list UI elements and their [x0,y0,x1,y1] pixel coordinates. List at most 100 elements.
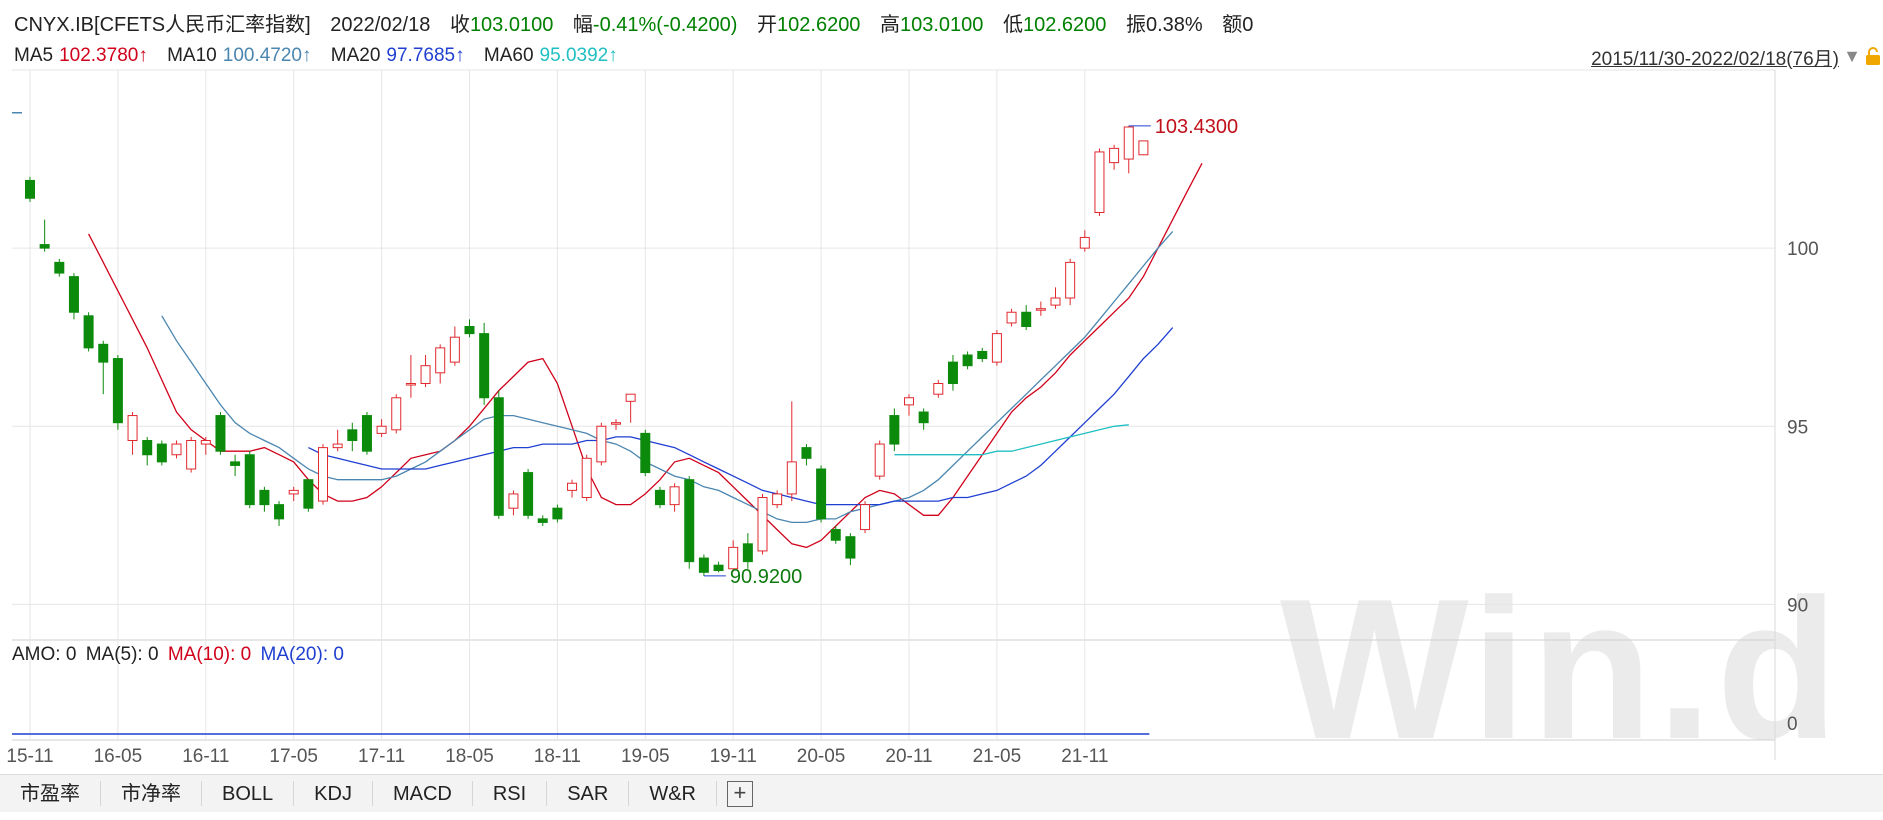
candle [25,176,35,202]
amo-label: AMO: 0 [12,644,77,665]
candle [200,436,211,455]
tab-kdj[interactable]: KDJ [314,783,352,805]
tab-wr[interactable]: W&R [649,783,696,805]
candle [889,408,900,452]
amplitude-value: 0.38% [1145,14,1203,36]
candle [581,454,592,502]
tab-pb[interactable]: 市净率 [121,783,181,805]
high-quote: 高103.0100 [880,14,983,36]
candle [186,436,197,473]
x-tick-label: 21-05 [973,746,1022,767]
candle-body [1094,151,1105,213]
date-range-selector[interactable]: 2015/11/30-2022/02/18(76月) [1591,49,1839,70]
candle [786,401,797,502]
low-label: 低 [1002,14,1023,36]
candle-body [713,564,724,572]
candle-body [112,358,123,424]
tab-boll[interactable]: BOLL [222,783,274,805]
candle [215,412,226,455]
candle [1050,287,1061,309]
amo-legend: AMO: 0 MA(5): 0 MA(10): 0 MA(20): 0 [12,642,348,668]
candle-body [1138,140,1149,156]
candle-body [376,425,387,434]
add-indicator-button[interactable]: + [726,781,753,807]
candle-body [977,350,988,360]
candle [552,504,563,523]
candle [259,486,270,512]
candle-body [1079,236,1090,249]
candle-body [860,504,871,531]
watermark-logo: Win.d [1280,558,1843,781]
x-tick-label: 16-11 [182,746,229,767]
candle [1035,301,1046,316]
candle [918,408,929,430]
y-tick-label: 90 [1787,595,1808,616]
candle-body [772,493,783,506]
candle [874,440,885,480]
candle-body [142,440,153,456]
y-tick-label: 95 [1787,417,1808,438]
candle-body [1065,261,1076,299]
candle-body [215,415,226,452]
x-tick-label: 17-11 [358,746,405,767]
candle [640,429,651,477]
candle [112,355,123,430]
ma60-label: MA60 [483,45,534,66]
change-value: -0.41%(-0.4200) [592,14,738,36]
change-quote: 幅-0.41%(-0.4200) [573,14,738,36]
candle-body [537,518,548,523]
candle [567,479,578,498]
candle [845,533,856,566]
candle-body [567,482,578,491]
candle-body [904,397,914,406]
candle-body [420,365,431,384]
amo-ma5: MA(5): 0 [85,644,159,665]
x-tick-label: 20-05 [797,746,846,767]
candle [698,554,709,576]
dropdown-arrow-icon[interactable]: ▼ [1843,46,1861,66]
amo-ma20: MA(20): 0 [260,644,344,665]
candle-body [757,497,768,552]
amplitude-label: 振 [1125,14,1146,36]
candle-body [1021,311,1032,327]
candle [244,451,255,509]
candle [684,476,695,569]
candle [479,322,490,405]
ma10-label: MA10 [167,45,217,66]
symbol-name: CNYX.IB[CFETS人民币汇率指数] [14,14,311,36]
tab-macd[interactable]: MACD [392,783,452,805]
candle-body [523,472,534,516]
ma60-value: 95.0392↑ [539,45,618,66]
candle-body [845,536,856,559]
candle [391,394,402,434]
min-value-label: 90.9200 [730,566,802,588]
candle-body [991,333,1002,363]
candle [1079,230,1090,252]
candle-body [274,504,285,520]
candle [757,493,768,555]
tab-pe[interactable]: 市盈率 [20,783,80,805]
ma5-value: 102.3780↑ [59,45,148,66]
quote-date: 2022/02/18 [330,14,431,36]
candle-body [435,347,446,374]
candle-body [1035,308,1046,311]
candle-body [303,479,314,509]
candle-body [156,443,167,463]
candle-body [654,489,665,506]
candle-body [625,393,636,402]
low-quote: 低102.6200 [1003,14,1106,36]
candle [654,486,665,509]
x-tick-label: 15-11 [6,746,53,767]
candle [830,526,841,544]
x-tick-label: 19-05 [621,746,670,767]
tab-rsi[interactable]: RSI [492,783,527,805]
high-label: 高 [880,14,900,36]
candle-body [933,383,944,395]
tab-sar[interactable]: SAR [567,783,609,805]
candle [142,436,153,466]
lock-icon[interactable] [1865,46,1881,66]
amount-label: 额 [1222,14,1243,36]
candle-body [244,454,255,506]
candle [39,219,50,252]
candle [1109,144,1120,170]
